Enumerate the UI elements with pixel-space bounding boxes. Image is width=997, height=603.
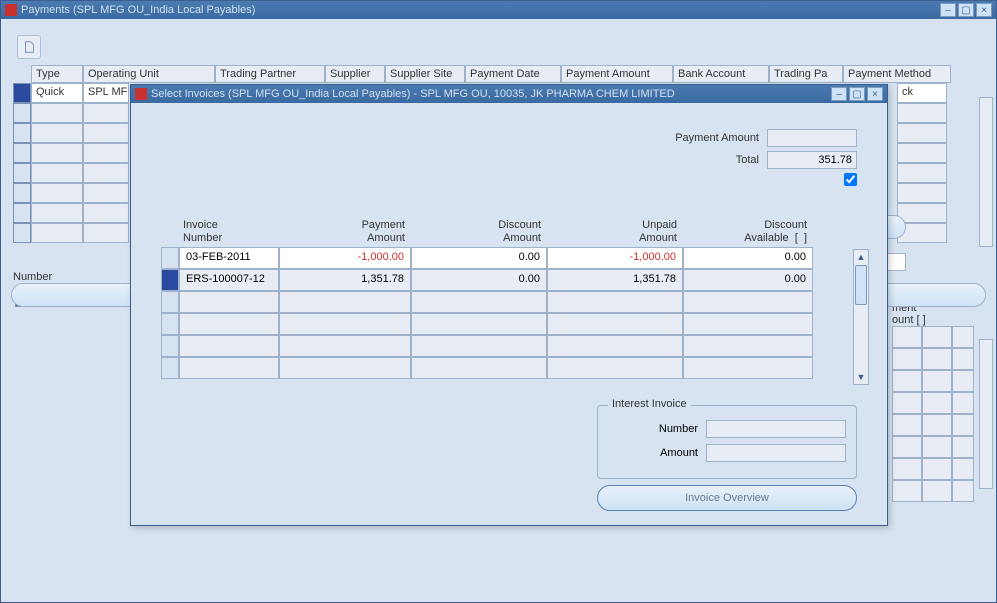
cell-payment[interactable]: -1,000.00 [279, 247, 411, 269]
hdr-invoice-number: InvoiceNumber [179, 217, 279, 247]
select-invoices-dialog: Select Invoices (SPL MFG OU_India Local … [130, 84, 888, 526]
invoice-row[interactable]: ERS-100007-12 1,351.78 0.00 1,351.78 0.0… [161, 269, 867, 291]
interest-number-label: Number [608, 423, 698, 435]
row-selector[interactable] [161, 247, 179, 269]
cell-invoice[interactable]: ERS-100007-12 [179, 269, 279, 291]
invoice-overview-button[interactable]: Invoice Overview [597, 485, 857, 511]
oracle-icon [135, 88, 147, 100]
cell-ou[interactable]: SPL MF [83, 83, 129, 103]
cell-unpaid[interactable]: 1,351.78 [547, 269, 683, 291]
row-selector[interactable] [13, 83, 31, 103]
row-selector[interactable] [161, 269, 179, 291]
cell-available[interactable]: 0.00 [683, 269, 813, 291]
hdr-discount-available: DiscountAvailable [ ] [683, 217, 813, 247]
col-supplier[interactable]: Supplier [325, 65, 385, 83]
scroll-thumb[interactable] [855, 265, 867, 305]
interest-invoice-group: Interest Invoice Number Amount [597, 405, 857, 479]
payment-amount-label: Payment Amount [639, 132, 759, 144]
invoice-row-empty [161, 335, 867, 357]
col-bank-account[interactable]: Bank Account [673, 65, 769, 83]
summary-checkbox[interactable] [844, 173, 857, 186]
lower-scrollbar[interactable] [979, 339, 993, 489]
modal-maximize-button[interactable]: ▢ [849, 87, 865, 101]
total-value: 351.78 [767, 151, 857, 169]
cell-invoice[interactable]: 03-FEB-2011 [179, 247, 279, 269]
col-supplier-site[interactable]: Supplier Site [385, 65, 465, 83]
cell-type[interactable]: Quick [31, 83, 83, 103]
cell-available[interactable]: 0.00 [683, 247, 813, 269]
modal-title: Select Invoices (SPL MFG OU_India Local … [151, 88, 831, 100]
total-label: Total [639, 154, 759, 166]
modal-titlebar[interactable]: Select Invoices (SPL MFG OU_India Local … [131, 85, 887, 103]
interest-legend: Interest Invoice [608, 398, 691, 410]
oracle-icon [5, 4, 17, 16]
scroll-up-icon[interactable]: ▲ [854, 250, 868, 264]
main-title: Payments (SPL MFG OU_India Local Payable… [21, 4, 940, 16]
interest-amount-field[interactable] [706, 444, 846, 462]
close-button[interactable]: × [976, 3, 992, 17]
attachment-icon[interactable] [17, 35, 41, 59]
cell-discount[interactable]: 0.00 [411, 269, 547, 291]
bg-right-grid: ment ount [ ] [892, 302, 982, 502]
col-trading-partner[interactable]: Trading Partner [215, 65, 325, 83]
col-ou[interactable]: Operating Unit [83, 65, 215, 83]
invoice-scrollbar[interactable]: ▲ ▼ [853, 249, 869, 385]
minimize-button[interactable]: – [940, 3, 956, 17]
invoice-headers: InvoiceNumber PaymentAmount DiscountAmou… [161, 217, 867, 247]
maximize-button[interactable]: ▢ [958, 3, 974, 17]
hdr-discount-amount: DiscountAmount [411, 217, 547, 247]
col-payment-date[interactable]: Payment Date [465, 65, 561, 83]
modal-close-button[interactable]: × [867, 87, 883, 101]
scroll-down-icon[interactable]: ▼ [854, 370, 868, 384]
cell-method[interactable]: ck [897, 83, 947, 103]
col-type[interactable]: Type [31, 65, 83, 83]
hdr-payment-amount: PaymentAmount [279, 217, 411, 247]
cell-discount[interactable]: 0.00 [411, 247, 547, 269]
payments-grid-headers: Type Operating Unit Trading Partner Supp… [13, 65, 986, 83]
invoice-row[interactable]: 03-FEB-2011 -1,000.00 0.00 -1,000.00 0.0… [161, 247, 867, 269]
col-payment-method[interactable]: Payment Method [843, 65, 951, 83]
hdr-unpaid-amount: UnpaidAmount [547, 217, 683, 247]
col-trading-pa[interactable]: Trading Pa [769, 65, 843, 83]
col-payment-amount[interactable]: Payment Amount [561, 65, 673, 83]
invoice-row-empty [161, 357, 867, 379]
interest-amount-label: Amount [608, 447, 698, 459]
cell-unpaid[interactable]: -1,000.00 [547, 247, 683, 269]
modal-minimize-button[interactable]: – [831, 87, 847, 101]
cell-payment[interactable]: 1,351.78 [279, 269, 411, 291]
invoice-row-empty [161, 313, 867, 335]
main-titlebar[interactable]: Payments (SPL MFG OU_India Local Payable… [1, 1, 996, 19]
payment-amount-value[interactable] [767, 129, 857, 147]
main-scrollbar[interactable] [979, 97, 993, 247]
interest-number-field[interactable] [706, 420, 846, 438]
invoice-row-empty [161, 291, 867, 313]
